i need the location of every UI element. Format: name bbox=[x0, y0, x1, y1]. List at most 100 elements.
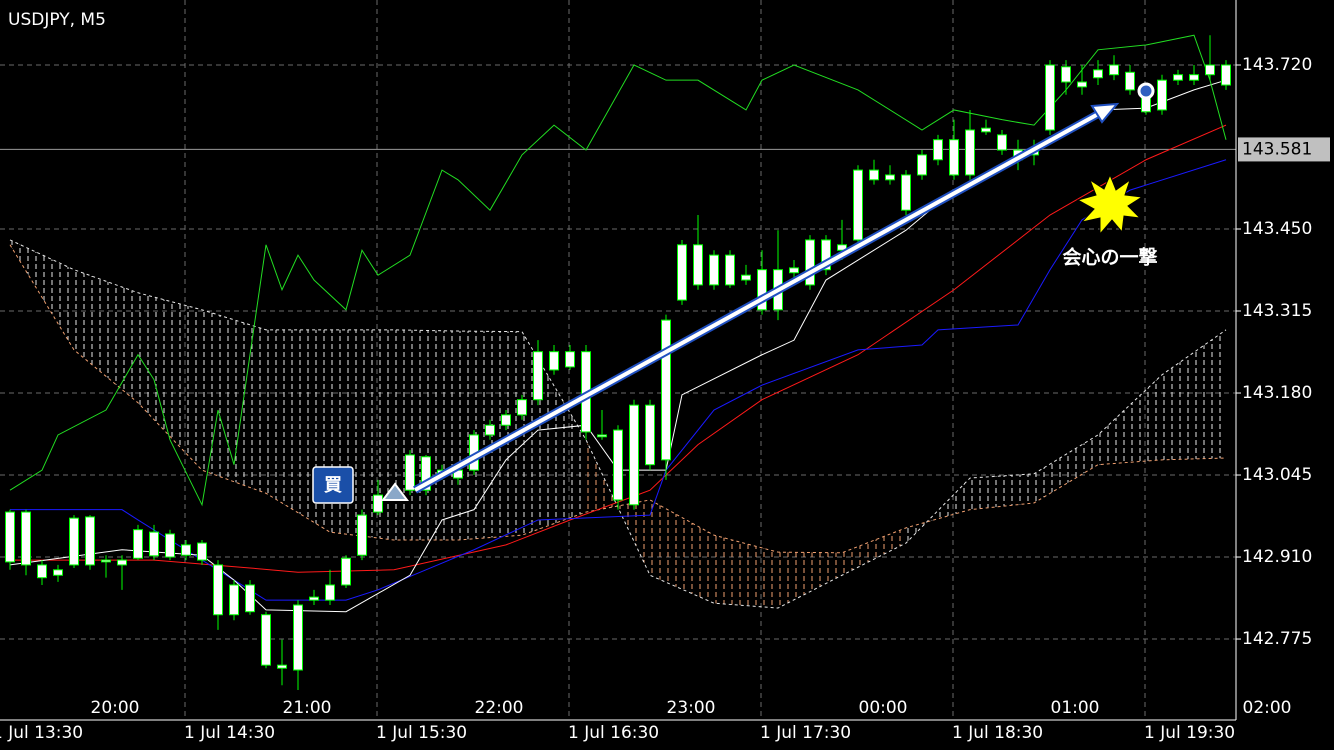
buy-badge bbox=[312, 466, 354, 504]
x-time-label: 00:00 bbox=[859, 698, 908, 718]
x-time-label: 01:00 bbox=[1051, 698, 1100, 718]
candle-body bbox=[405, 454, 415, 491]
candle-body bbox=[245, 584, 255, 613]
candle-body bbox=[21, 511, 31, 566]
candle-body bbox=[53, 569, 63, 576]
candle-body bbox=[901, 174, 911, 211]
x-date-label: 1 Jul 18:30 bbox=[952, 723, 1043, 743]
candle-body bbox=[549, 351, 559, 371]
candle-body bbox=[789, 267, 799, 274]
candle-body bbox=[757, 269, 767, 311]
candle-body bbox=[197, 542, 207, 561]
candle-body bbox=[421, 456, 431, 491]
y-tick-label: 143.315 bbox=[1242, 301, 1312, 321]
candle-body bbox=[357, 514, 367, 556]
y-tick-label: 143.045 bbox=[1242, 465, 1312, 485]
candle-body bbox=[565, 351, 575, 368]
cloud-segment bbox=[842, 527, 906, 576]
candle-body bbox=[133, 529, 143, 559]
candle-body bbox=[661, 319, 671, 461]
candle-body bbox=[869, 169, 879, 181]
cloud-segment bbox=[138, 292, 202, 471]
candle-body bbox=[709, 254, 719, 286]
candle-body bbox=[501, 414, 511, 426]
candle-body bbox=[293, 604, 303, 671]
cloud-segment bbox=[1162, 329, 1226, 460]
x-time-label: 20:00 bbox=[91, 698, 140, 718]
candle-body bbox=[149, 531, 159, 557]
candle-body bbox=[805, 239, 815, 286]
candle-body bbox=[613, 429, 623, 501]
cloud-segment bbox=[778, 552, 842, 609]
candle-body bbox=[1205, 64, 1215, 76]
y-tick-label: 143.450 bbox=[1242, 219, 1312, 239]
candle-body bbox=[917, 154, 927, 176]
candle-body bbox=[1061, 66, 1071, 83]
x-time-label: 21:00 bbox=[283, 698, 332, 718]
cloud-segment bbox=[650, 499, 714, 604]
cloud-segment bbox=[74, 269, 138, 403]
candle-body bbox=[261, 614, 271, 666]
cloud-segment bbox=[1034, 434, 1098, 503]
cloud-segment bbox=[970, 473, 1034, 510]
candle-body bbox=[853, 169, 863, 241]
indicator-line bbox=[10, 124, 1227, 573]
candle-body bbox=[1045, 64, 1055, 131]
candle-body bbox=[277, 664, 287, 669]
candle-body bbox=[677, 244, 687, 301]
candle-body bbox=[517, 399, 527, 416]
candle-body bbox=[597, 434, 607, 438]
candle-body bbox=[645, 404, 655, 466]
candle-body bbox=[69, 517, 79, 566]
x-date-label: 1 Jul 15:30 bbox=[376, 723, 467, 743]
candle-body bbox=[1157, 79, 1167, 111]
candle-body bbox=[965, 129, 975, 176]
current-price-box bbox=[1238, 137, 1330, 162]
candle-body bbox=[997, 134, 1007, 151]
x-date-label: 1 Jul 17:30 bbox=[760, 723, 851, 743]
candle-body bbox=[1109, 64, 1119, 76]
current-price-label: 143.581 bbox=[1242, 139, 1312, 159]
y-tick-label: 142.775 bbox=[1242, 629, 1312, 649]
cloud-edge bbox=[9, 244, 1227, 554]
candle-body bbox=[165, 533, 175, 558]
candle-body bbox=[629, 404, 639, 506]
x-date-label: 1 Jul 19:30 bbox=[1144, 723, 1235, 743]
candle-body bbox=[885, 174, 895, 181]
candle-body bbox=[1093, 69, 1103, 79]
candle-body bbox=[1173, 74, 1183, 81]
candle-body bbox=[101, 559, 111, 563]
cloud-segment bbox=[714, 535, 778, 609]
candle-body bbox=[5, 511, 15, 563]
starburst bbox=[1076, 173, 1144, 236]
entry-marker bbox=[381, 482, 409, 501]
x-date-label: 1 Jul 14:30 bbox=[184, 723, 275, 743]
candle-body bbox=[741, 274, 751, 281]
candle-body bbox=[933, 139, 943, 161]
candle-body bbox=[85, 516, 95, 566]
candle-body bbox=[229, 584, 239, 616]
candle-body bbox=[309, 596, 319, 601]
cloud-segment bbox=[330, 329, 394, 541]
candle-body bbox=[325, 584, 335, 601]
candle-body bbox=[1189, 74, 1199, 81]
cloud-segment bbox=[10, 239, 74, 350]
y-tick-label: 143.180 bbox=[1242, 383, 1312, 403]
x-date-label: 1 Jul 13:30 bbox=[0, 723, 83, 743]
candle-body bbox=[693, 244, 703, 286]
x-time-label: 22:00 bbox=[475, 698, 524, 718]
candle-body bbox=[837, 244, 847, 251]
x-date-label: 1 Jul 16:30 bbox=[568, 723, 659, 743]
cloud-segment bbox=[1098, 374, 1162, 465]
buy-label: 買 bbox=[324, 475, 342, 496]
candle-body bbox=[485, 424, 495, 436]
annotation: 会心の一撃 bbox=[1062, 246, 1157, 269]
y-tick-label: 143.720 bbox=[1242, 55, 1312, 75]
candle-body bbox=[1125, 71, 1135, 91]
trade-arrow bbox=[413, 102, 1120, 494]
chart-title: USDJPY, M5 bbox=[8, 10, 106, 30]
exit-marker bbox=[1137, 82, 1155, 100]
candle-body bbox=[213, 564, 223, 616]
x-time-label: 23:00 bbox=[667, 698, 716, 718]
